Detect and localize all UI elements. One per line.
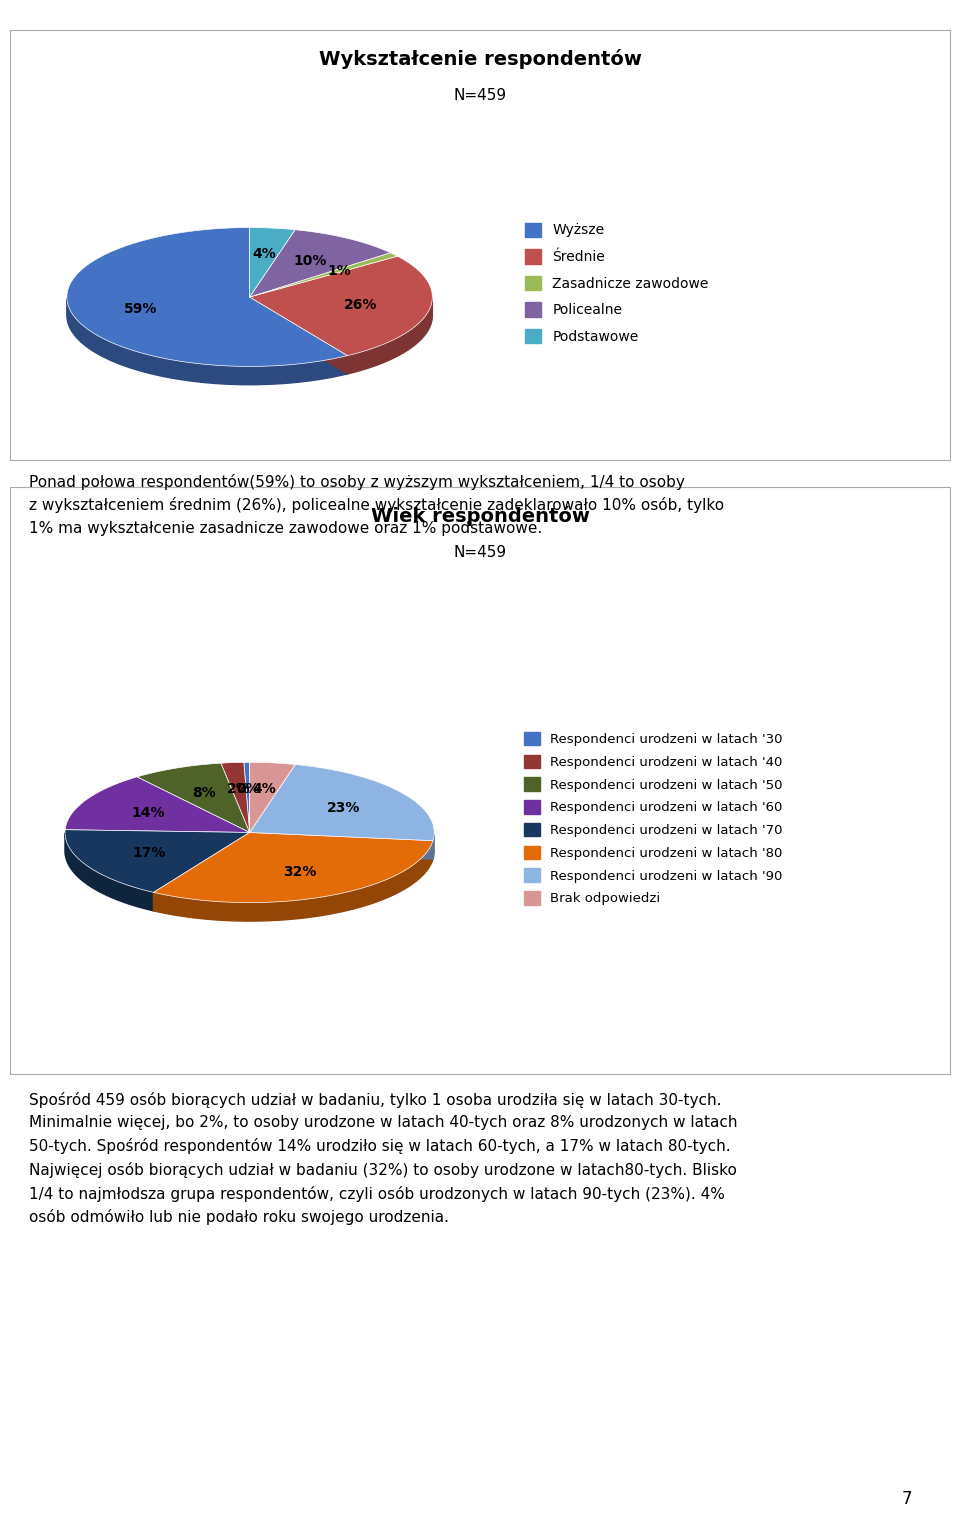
Text: 14%: 14%	[132, 806, 165, 819]
Polygon shape	[154, 841, 433, 921]
Polygon shape	[67, 227, 348, 367]
Polygon shape	[65, 830, 250, 892]
Polygon shape	[250, 230, 391, 297]
Text: 7: 7	[901, 1489, 912, 1508]
Polygon shape	[65, 833, 154, 911]
Text: 59%: 59%	[124, 302, 157, 315]
Text: Wiek respondentów: Wiek respondentów	[371, 507, 589, 527]
Polygon shape	[250, 297, 348, 375]
Polygon shape	[154, 833, 250, 911]
Polygon shape	[250, 833, 433, 859]
Polygon shape	[250, 833, 433, 859]
Polygon shape	[348, 297, 432, 375]
Polygon shape	[433, 835, 434, 859]
Polygon shape	[221, 763, 250, 833]
Polygon shape	[65, 777, 250, 833]
Legend: Respondenci urodzeni w latach '30, Respondenci urodzeni w latach '40, Respondenc: Respondenci urodzeni w latach '30, Respo…	[518, 726, 788, 911]
Text: 4%: 4%	[252, 247, 276, 262]
Text: 17%: 17%	[132, 845, 165, 860]
Polygon shape	[154, 833, 250, 911]
Polygon shape	[154, 833, 433, 903]
Polygon shape	[137, 763, 250, 833]
Text: 26%: 26%	[345, 299, 377, 312]
Text: 1%: 1%	[327, 263, 351, 277]
Text: 32%: 32%	[283, 865, 317, 879]
Text: 0%: 0%	[236, 781, 259, 797]
Text: Ponad połowa respondentów(59%) to osoby z wyższym wykształceniem, 1/4 to osoby
z: Ponad połowa respondentów(59%) to osoby …	[29, 474, 724, 536]
Polygon shape	[65, 781, 434, 921]
Polygon shape	[250, 297, 348, 375]
Polygon shape	[250, 763, 296, 833]
Polygon shape	[67, 245, 432, 385]
Text: 10%: 10%	[294, 254, 327, 268]
Polygon shape	[250, 253, 397, 297]
Text: Spośród 459 osób biorących udział w badaniu, tylko 1 osoba urodziła się w latach: Spośród 459 osób biorących udział w bada…	[29, 1092, 737, 1226]
Text: Wykształcenie respondentów: Wykształcenie respondentów	[319, 50, 641, 70]
Text: 8%: 8%	[193, 786, 216, 800]
Polygon shape	[244, 763, 250, 833]
Legend: Wyższe, Średnie, Zasadnicze zawodowe, Policealne, Podstawowe: Wyższe, Średnie, Zasadnicze zawodowe, Po…	[519, 218, 714, 349]
Polygon shape	[250, 256, 432, 356]
Text: N=459: N=459	[453, 545, 507, 560]
Text: 4%: 4%	[252, 783, 276, 797]
Polygon shape	[250, 765, 434, 841]
Text: 2%: 2%	[227, 783, 251, 797]
Polygon shape	[250, 227, 295, 297]
Polygon shape	[67, 299, 348, 385]
Text: 23%: 23%	[327, 801, 361, 815]
Text: N=459: N=459	[453, 88, 507, 104]
